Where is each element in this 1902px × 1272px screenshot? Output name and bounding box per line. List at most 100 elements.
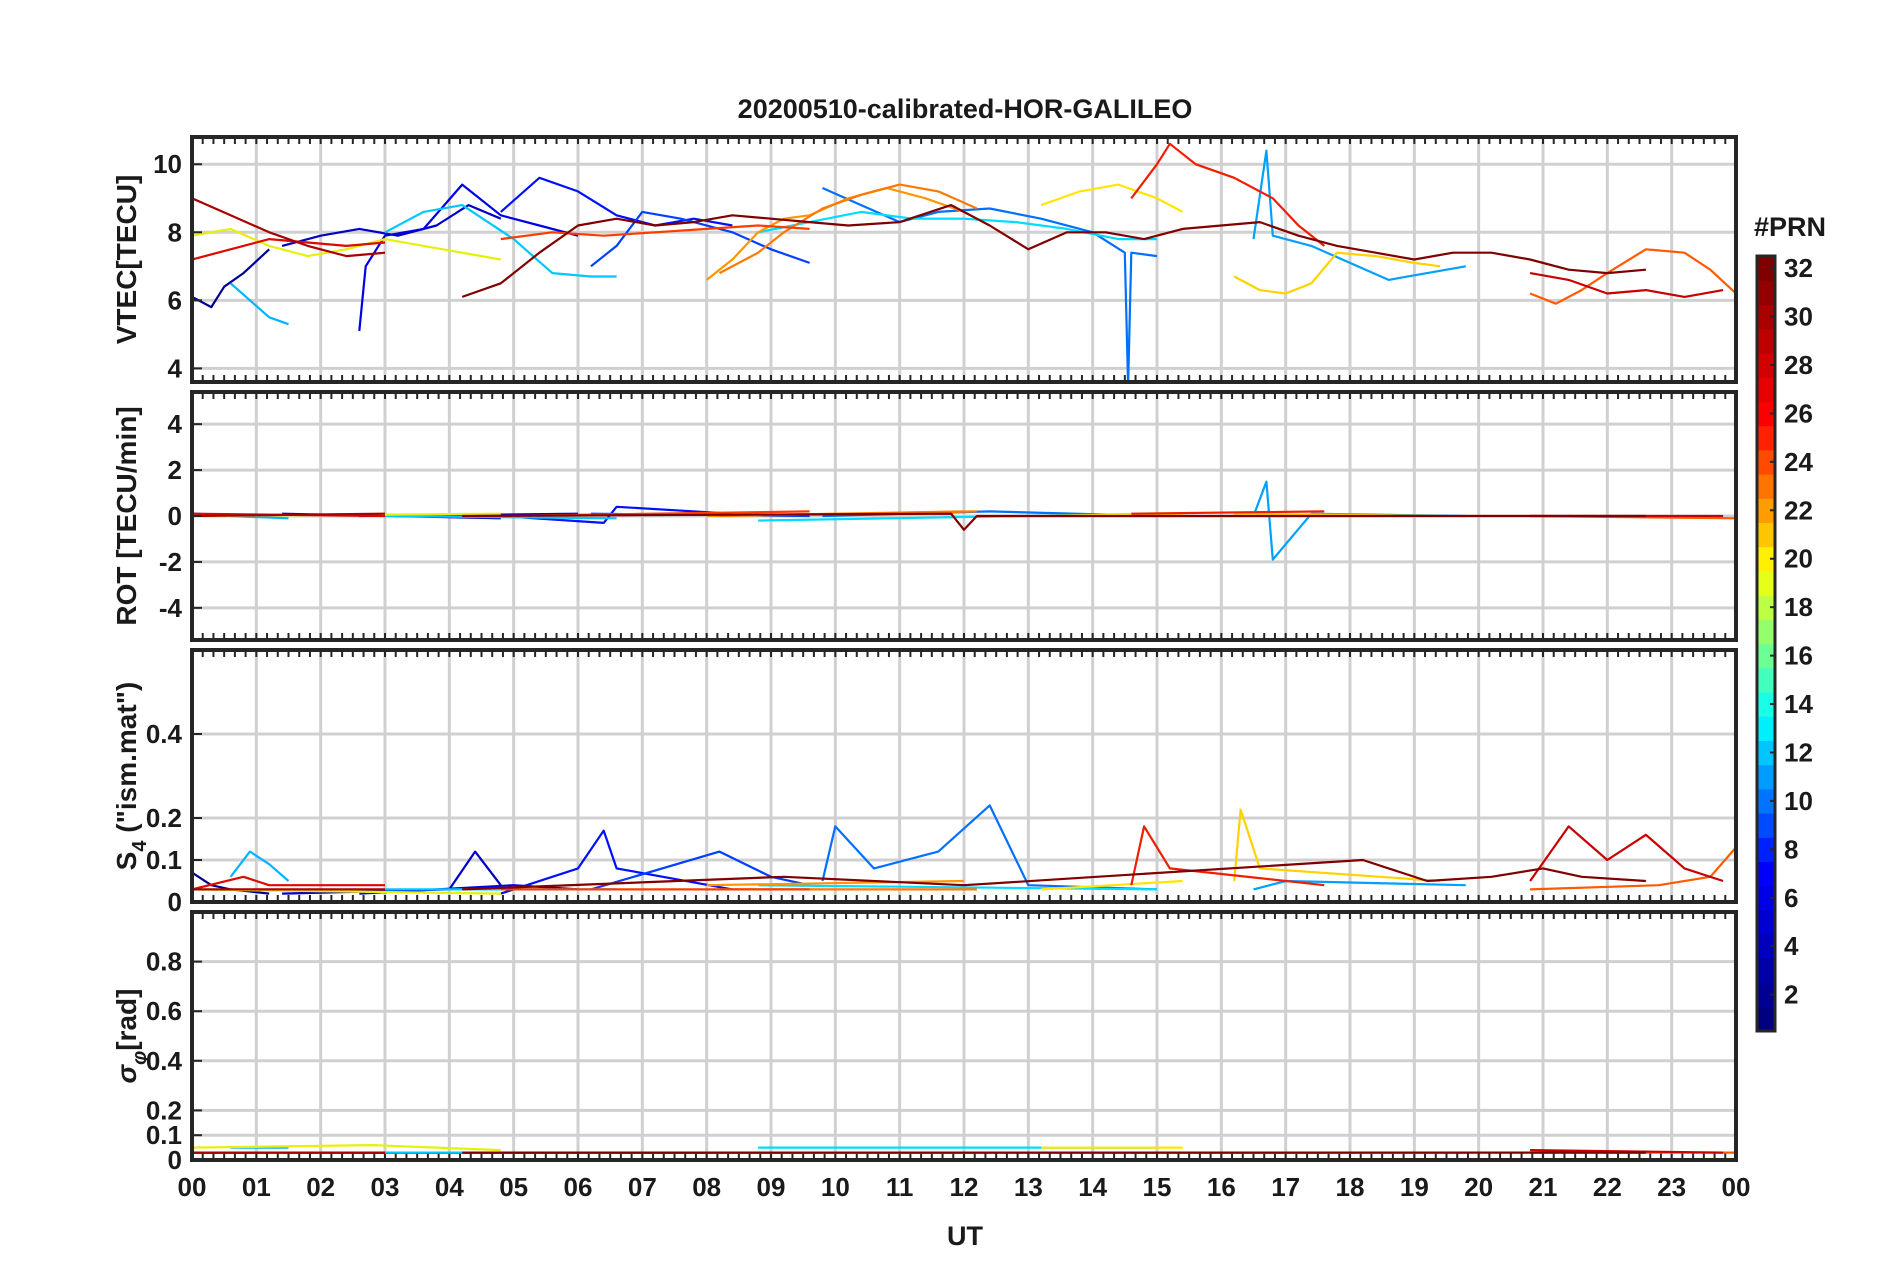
series-line-prn-7 <box>822 186 1158 382</box>
x-tick-label: 15 <box>1143 1172 1172 1202</box>
colorbar-segment <box>1757 546 1775 572</box>
y-tick-label: 0.2 <box>146 803 182 833</box>
x-tick-label: 01 <box>242 1172 271 1202</box>
colorbar-segment <box>1757 667 1775 693</box>
y-tick-label: 0.2 <box>146 1095 182 1125</box>
series-line-prn-32 <box>462 858 1646 891</box>
colorbar-segment <box>1757 740 1775 766</box>
series-line-prn-11 <box>758 884 1158 891</box>
y-tick-label: 0 <box>168 501 182 531</box>
series-line-prn-1 <box>192 871 270 895</box>
colorbar-tick-label: 2 <box>1784 980 1798 1010</box>
colorbar-tick-label: 22 <box>1784 495 1813 525</box>
x-tick-label: 02 <box>306 1172 335 1202</box>
series-line-prn-26 <box>1530 846 1736 891</box>
y-label-rest: ("ism.mat") <box>111 682 142 841</box>
colorbar-segment <box>1757 473 1775 499</box>
y-label-sub: 4 <box>129 840 151 852</box>
series-group <box>192 480 1736 561</box>
x-tick-label: 21 <box>1529 1172 1558 1202</box>
series-line-prn-28 <box>1131 510 1325 515</box>
series-line-prn-21 <box>1040 183 1184 213</box>
y-tick-label: 0 <box>168 1145 182 1175</box>
colorbar-tick-label: 24 <box>1784 447 1813 477</box>
panel-sigma: 00.10.2 0.4 0.6 0.8 σφ[rad] 00 01 02 03 04 05 06 07 0… <box>111 910 1750 1202</box>
colorbar-segment <box>1757 837 1775 863</box>
y-tick-label: 0.8 <box>146 947 182 977</box>
series-line-prn-25 <box>718 183 978 275</box>
x-tick-label: 23 <box>1657 1172 1686 1202</box>
series-line-prn-6 <box>590 850 810 891</box>
axes-frame <box>190 910 1738 1162</box>
series-line-prn-24 <box>706 879 965 887</box>
colorbar-segment <box>1757 909 1775 935</box>
y-axis-label: S4 ("ism.mat") <box>111 682 151 871</box>
panel-vtec: 4 6 8 10 VTEC[TECU] <box>111 135 1738 384</box>
colorbar-segment <box>1757 280 1775 306</box>
colorbar-segment <box>1757 764 1775 790</box>
x-tick-label: 05 <box>499 1172 528 1202</box>
colorbar-segment <box>1757 1006 1775 1032</box>
series-line-prn-21 <box>1041 879 1183 891</box>
colorbar-segment <box>1757 401 1775 427</box>
colorbar-frame <box>1755 254 1777 1033</box>
colorbar-segment <box>1757 304 1775 330</box>
series-line-prn-8 <box>1252 149 1466 281</box>
x-tick-label: 12 <box>950 1172 979 1202</box>
x-axis-label: UT <box>947 1221 983 1251</box>
panel-s4: 00.10.20.4S4 ("ism.mat") <box>111 648 1738 917</box>
colorbar-segment <box>1757 498 1775 524</box>
colorbar-tick-label: 4 <box>1784 931 1799 961</box>
colorbar-tick-label: 16 <box>1784 641 1813 671</box>
colorbar-segment <box>1757 425 1775 451</box>
y-tick-label: 2 <box>168 455 182 485</box>
x-tick-label: 08 <box>692 1172 721 1202</box>
series-group <box>192 142 1736 382</box>
colorbar-segment <box>1757 788 1775 814</box>
x-tick-label: 04 <box>435 1172 464 1202</box>
y-tick-label: 10 <box>153 149 182 179</box>
series-line-prn-29 <box>192 875 385 891</box>
series-line-prn-30 <box>1530 1149 1724 1154</box>
series-line-prn-1 <box>192 248 270 309</box>
y-label-sub: φ <box>129 1051 151 1065</box>
colorbar-segment <box>1757 885 1775 911</box>
series-line-prn-4 <box>359 884 579 895</box>
colorbar-tick-label: 32 <box>1784 253 1813 283</box>
colorbar-segment <box>1757 813 1775 838</box>
y-tick-label: 0.6 <box>146 996 182 1026</box>
colorbar-segment <box>1757 861 1775 887</box>
colorbar-segment <box>1757 377 1775 402</box>
y-tick-label: 0.1 <box>146 845 182 875</box>
x-tick-label: 09 <box>757 1172 786 1202</box>
x-tick-label: 00 <box>178 1172 207 1202</box>
panel-rot: -4 -2 0 2 4 ROT [TECU/min] <box>111 390 1738 642</box>
y-tick-label: 8 <box>168 217 182 247</box>
colorbar-tick-label: 26 <box>1784 398 1813 428</box>
series-line-prn-9 <box>229 850 290 882</box>
series-line-prn-31 <box>192 512 386 518</box>
colorbar-segment <box>1757 958 1775 984</box>
y-axis-label: ROT [TECU/min] <box>111 406 142 625</box>
x-tick-label: 19 <box>1400 1172 1429 1202</box>
colorbar-tick-label: 8 <box>1784 834 1798 864</box>
x-tick-label: 07 <box>628 1172 657 1202</box>
x-tick-label: 03 <box>371 1172 400 1202</box>
colorbar-tick-label: 30 <box>1784 302 1813 332</box>
x-tick-label: 06 <box>564 1172 593 1202</box>
series-line-prn-28 <box>1130 142 1325 247</box>
colorbar-segment <box>1757 328 1775 354</box>
series-line-prn-4 <box>358 183 579 332</box>
colorbar-segment <box>1757 934 1775 959</box>
y-tick-label: -2 <box>159 547 182 577</box>
series-line-prn-28 <box>1130 825 1325 887</box>
x-tick-label: 13 <box>1014 1172 1043 1202</box>
series-line-prn-9 <box>229 282 289 326</box>
y-tick-label: 0.1 <box>146 1120 182 1150</box>
series-line-prn-32 <box>462 512 1646 531</box>
series-line-prn-20 <box>192 227 501 261</box>
colorbar-segment <box>1757 522 1775 548</box>
colorbar-tick-label: 12 <box>1784 737 1813 767</box>
colorbar-segment <box>1757 982 1775 1008</box>
